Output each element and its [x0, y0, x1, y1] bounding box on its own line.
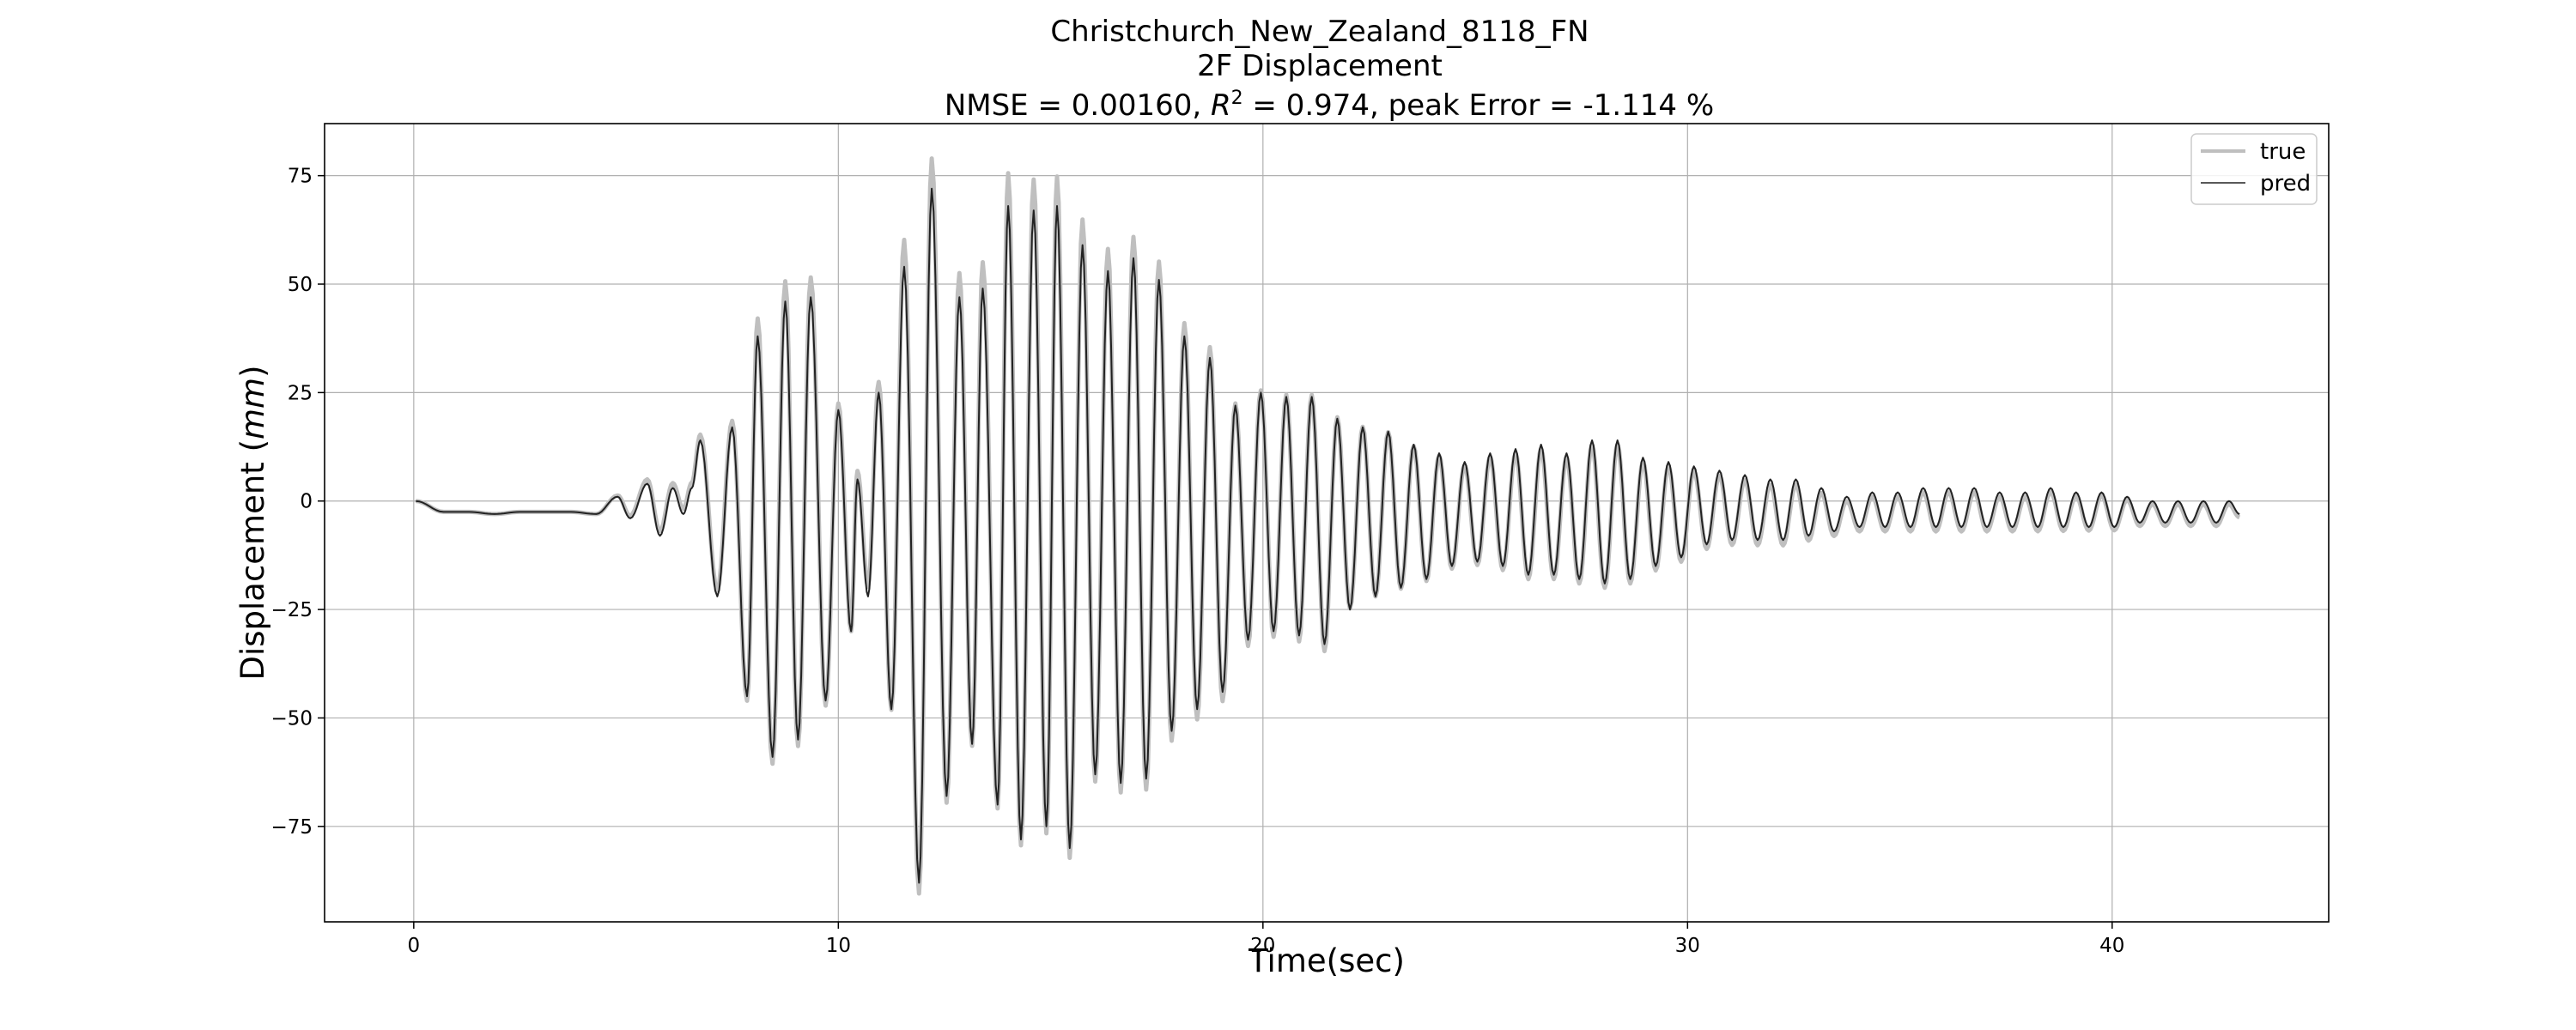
axis-ticks: 0 10 20 30 40 −75 −50 −25 0 25 50 75: [270, 166, 2124, 957]
x-tick-label: 40: [2099, 935, 2124, 957]
legend: true pred: [2190, 133, 2318, 205]
series-pred-line: [416, 187, 2240, 884]
metrics-suffix: = 0.974, peak Error = -1.114 %: [1243, 88, 1715, 123]
y-axis-label: Displacement (mm): [234, 365, 271, 680]
chart-title: Christchurch_New_Zealand_8118_FN: [1050, 15, 1589, 49]
y-tick-label: −75: [270, 816, 313, 839]
legend-label-true: true: [2260, 139, 2306, 165]
y-tick-label: −25: [270, 599, 313, 621]
x-tick-label: 10: [826, 935, 851, 957]
metrics-prefix: NMSE = 0.00160,: [945, 88, 1211, 123]
x-tick-label: 20: [1250, 935, 1275, 957]
y-axis-label-unit: mm: [234, 378, 271, 439]
plot-series: [415, 156, 2241, 896]
metrics-r2-symbol: R: [1211, 88, 1231, 123]
x-tick-label: 30: [1675, 935, 1700, 957]
chart-subtitle: 2F Displacement: [1197, 49, 1443, 83]
legend-label-pred: pred: [2260, 171, 2311, 197]
y-axis-label-close: ): [234, 365, 271, 377]
x-tick-label: 0: [408, 935, 421, 957]
plot-frame: [324, 123, 2330, 923]
y-axis-label-main: Displacement (: [234, 439, 271, 681]
y-tick-label: 25: [288, 382, 313, 404]
chart-metrics: NMSE = 0.00160, R2 = 0.974, peak Error =…: [945, 88, 1714, 123]
y-tick-label: 75: [288, 166, 313, 188]
y-tick-label: −50: [270, 707, 313, 730]
x-axis-label: Time(sec): [1248, 942, 1405, 979]
metrics-r2-exponent: 2: [1231, 88, 1243, 109]
y-tick-label: 50: [288, 274, 313, 296]
y-tick-label: 0: [300, 491, 313, 513]
